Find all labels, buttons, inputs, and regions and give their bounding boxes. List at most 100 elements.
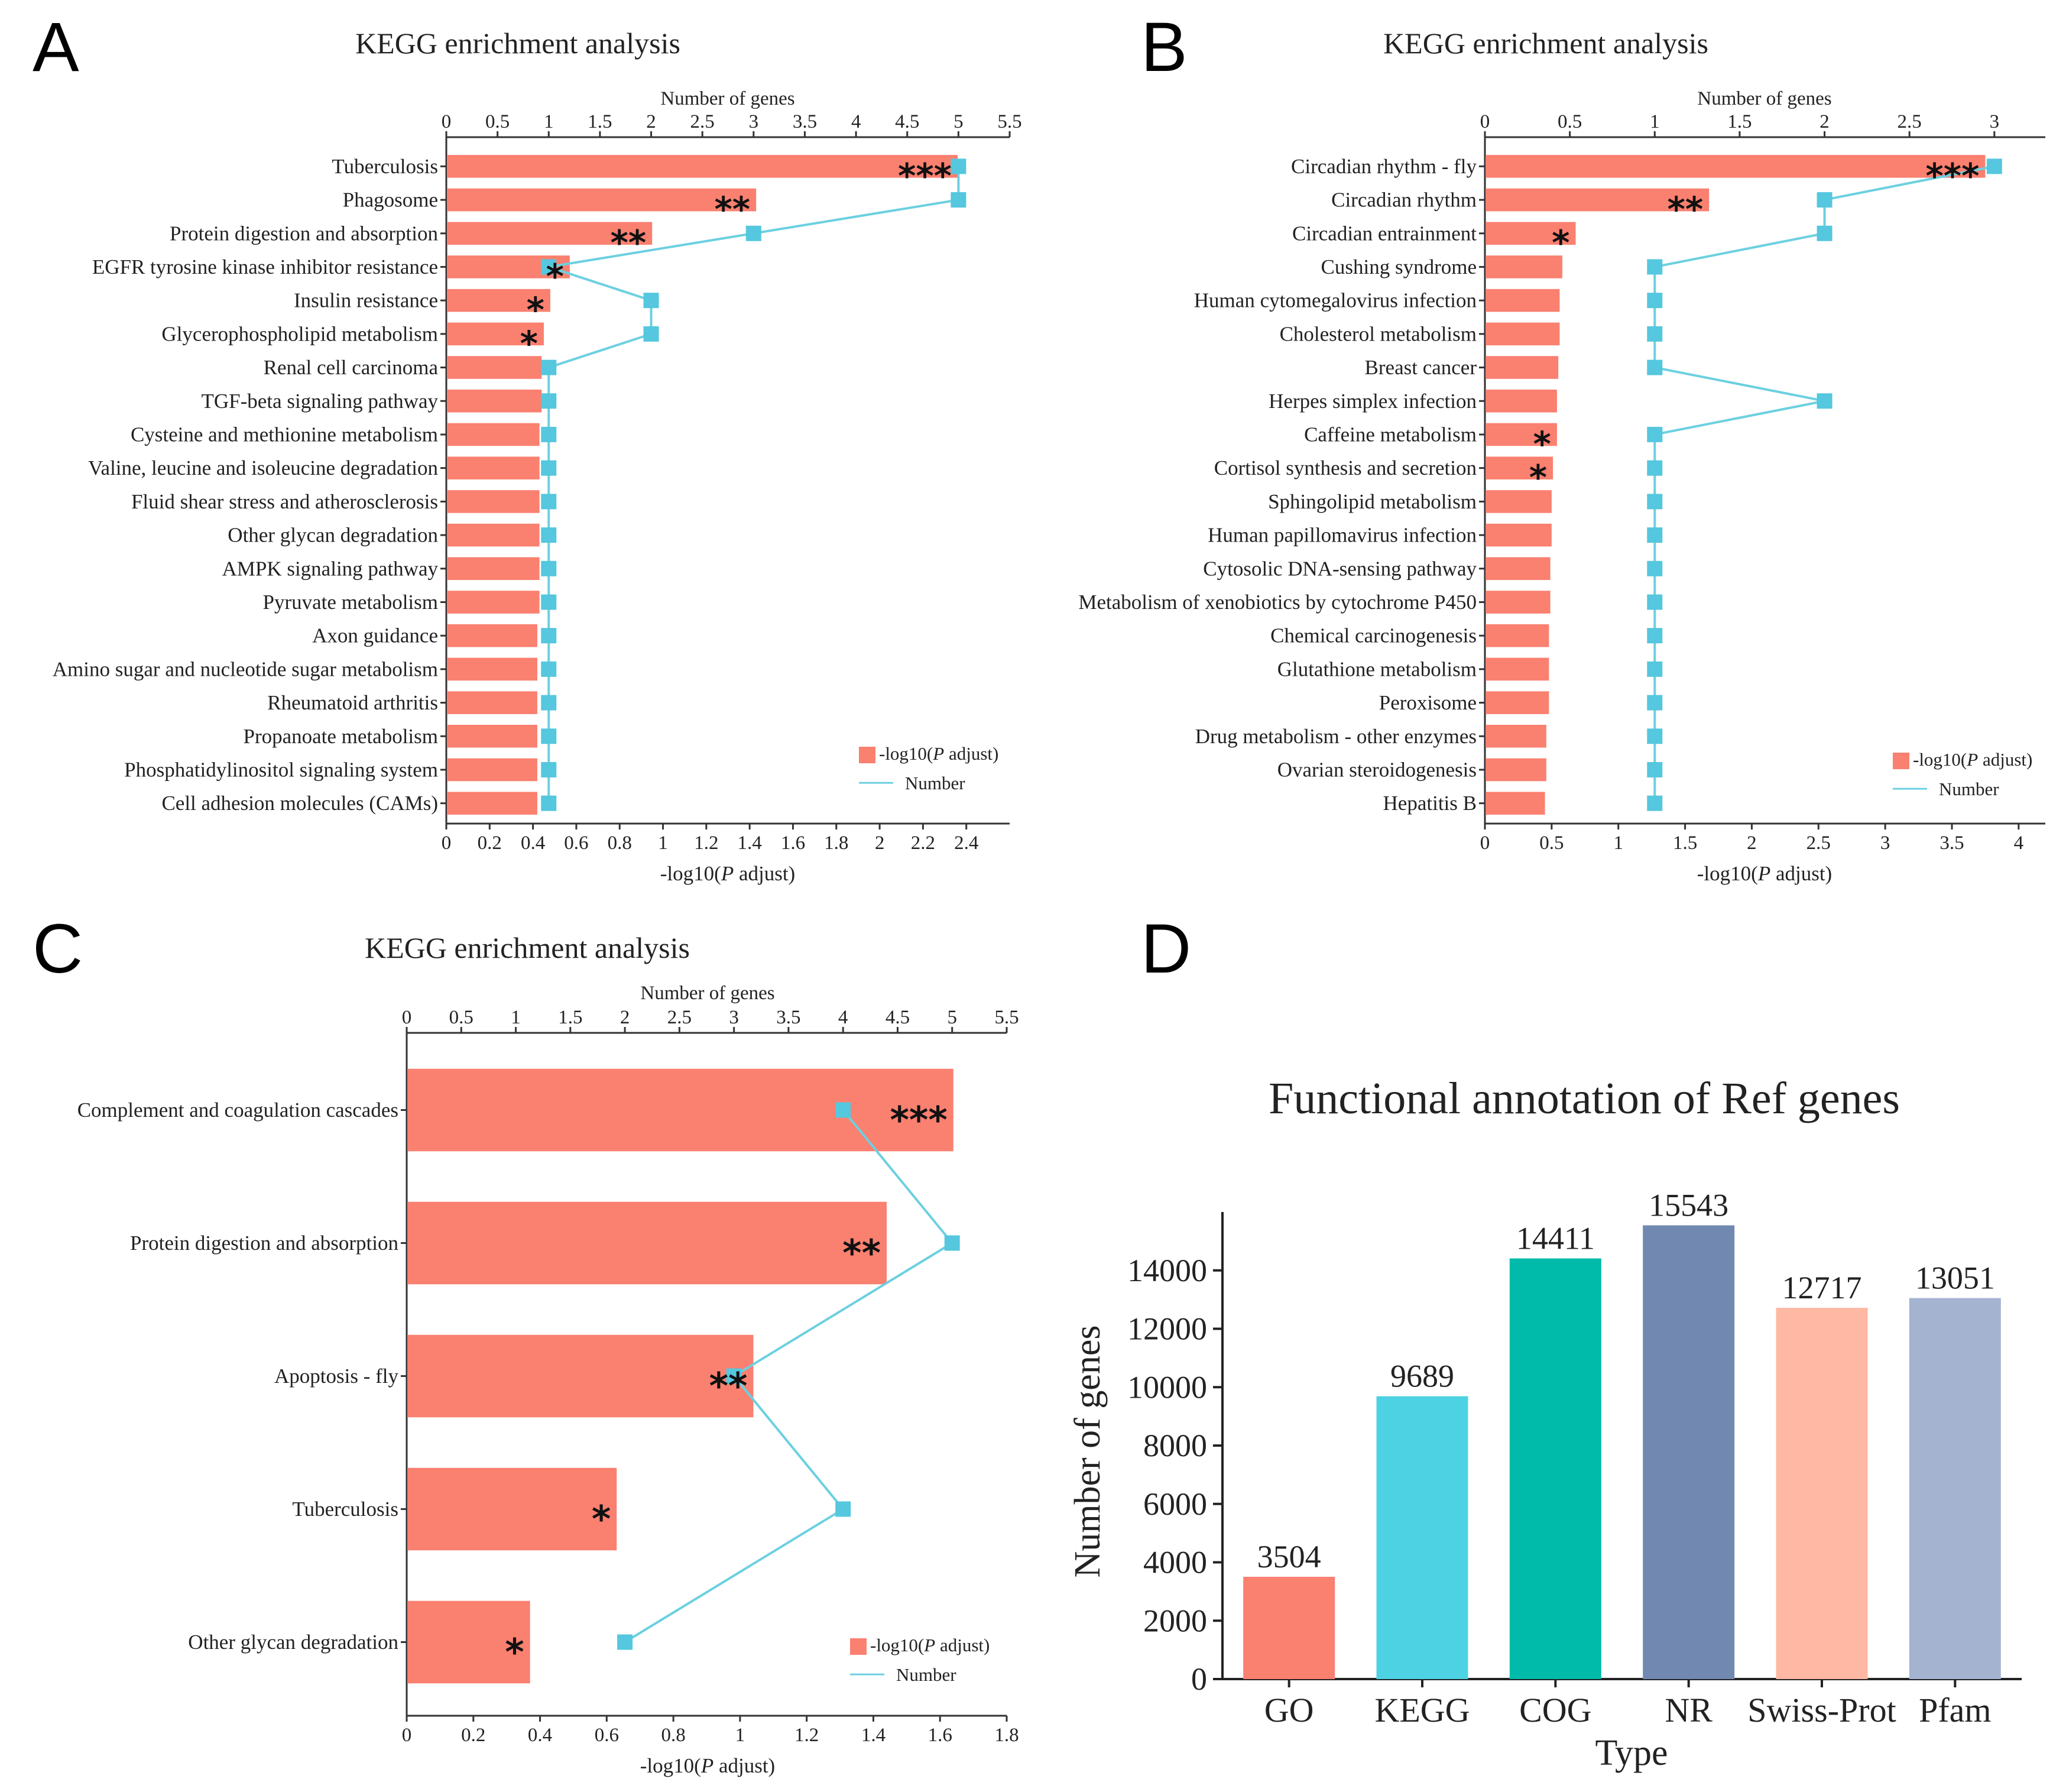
number-marker-drug-metabolism-other-enzymes: [1647, 728, 1663, 744]
top-tick-label: 3: [729, 1007, 739, 1028]
top-tick-label: 3: [749, 111, 759, 132]
significance-label: **: [1668, 189, 1704, 229]
x-axis-label: Type: [1595, 1733, 1668, 1773]
top-tick-label: 0: [1480, 111, 1490, 132]
chart-title: KEGG enrichment analysis: [365, 931, 690, 964]
category-label-glycerophospholipid-metabolism: Glycerophospholipid metabolism: [161, 322, 438, 345]
number-marker-renal-cell-carcinoma: [541, 359, 557, 375]
x-tick-label-swiss-prot: Swiss-Prot: [1747, 1691, 1896, 1729]
number-marker-tuberculosis: [951, 158, 966, 174]
number-marker-apoptosis-fly: [726, 1368, 742, 1384]
top-axis-label: Number of genes: [1697, 88, 1831, 109]
bottom-axis-label: -log10(P adjust): [640, 1754, 775, 1777]
chart-b: KEGG enrichment analysis Number of genes 0…: [1078, 27, 2045, 885]
y-tick-label: 2000: [1143, 1603, 1207, 1638]
significance-label: **: [611, 223, 647, 263]
top-tick-label: 5.5: [997, 111, 1021, 132]
bottom-axis-label: -log10(P adjust): [660, 862, 795, 885]
category-label-propanoate-metabolism: Propanoate metabolism: [243, 725, 438, 748]
top-tick-label: 4.5: [886, 1007, 910, 1028]
top-tick-label: 3.5: [776, 1007, 800, 1028]
top-axis-label: Number of genes: [640, 983, 774, 1004]
number-marker-protein-digestion-and-absorption: [745, 225, 761, 241]
significance-label: *: [505, 1631, 524, 1674]
bottom-tick-label: 2.2: [911, 832, 935, 854]
bar-phosphatidylinositol-signaling-system: [447, 758, 537, 782]
bottom-tick-label: 0: [442, 832, 452, 854]
bar-human-papillomavirus-infection: [1486, 523, 1552, 547]
category-label-cortisol-synthesis-and-secretion: Cortisol synthesis and secretion: [1214, 456, 1477, 479]
bottom-tick-label: 3: [1880, 832, 1890, 854]
bar-cholesterol-metabolism: [1486, 322, 1560, 346]
x-tick-label-cog: COG: [1519, 1691, 1591, 1729]
category-label-circadian-entrainment: Circadian entrainment: [1292, 222, 1477, 245]
top-tick-label: 2: [1819, 111, 1830, 132]
bottom-tick-label: 0.2: [478, 832, 502, 854]
legend-label-bar: -log10(P adjust): [879, 743, 998, 764]
category-label-caffeine-metabolism: Caffeine metabolism: [1304, 423, 1477, 446]
bar-glutathione-metabolism: [1486, 657, 1549, 681]
significance-label: **: [709, 1365, 748, 1408]
top-tick-label: 4.5: [895, 111, 919, 132]
chart-d: Functional annotation of Ref genes 0 2000 4…: [1068, 1074, 2022, 1773]
category-label-phosphatidylinositol-signaling-system: Phosphatidylinositol signaling system: [124, 759, 438, 782]
y-tick-label: 10000: [1127, 1369, 1207, 1405]
x-tick-label-kegg: KEGG: [1374, 1691, 1470, 1729]
bottom-tick-label: 2.5: [1806, 832, 1831, 854]
category-label-herpes-simplex-infection: Herpes simplex infection: [1269, 390, 1477, 413]
number-marker-glycerophospholipid-metabolism: [643, 326, 659, 342]
x-tick-label-pfam: Pfam: [1919, 1691, 1991, 1729]
top-tick-label: 0: [402, 1007, 412, 1028]
legend-swatch-bar: [1893, 753, 1909, 769]
value-label-nr: 15543: [1649, 1188, 1728, 1223]
bottom-tick-label: 1.5: [1673, 832, 1697, 854]
legend-label-line: Number: [896, 1664, 956, 1685]
y-tick-label: 14000: [1127, 1253, 1207, 1288]
category-label-protein-digestion-and-absorption: Protein digestion and absorption: [130, 1232, 398, 1255]
number-marker-chemical-carcinogenesis: [1647, 628, 1663, 644]
bottom-tick-label: 1.6: [781, 832, 805, 854]
number-marker-metabolism-of-xenobiotics-by-cytochrome-p450: [1647, 594, 1663, 610]
bar-drug-metabolism-other-enzymes: [1486, 724, 1546, 748]
bar-cortisol-synthesis-and-secretion: [1486, 456, 1553, 479]
significance-label: ***: [1925, 155, 1979, 196]
number-marker-tgf-beta-signaling-pathway: [541, 393, 557, 409]
category-label-tuberculosis: Tuberculosis: [292, 1498, 398, 1521]
bar-herpes-simplex-infection: [1486, 389, 1557, 413]
value-label-cog: 14411: [1516, 1220, 1595, 1256]
category-label-cytosolic-dna-sensing-pathway: Cytosolic DNA-sensing pathway: [1203, 557, 1477, 580]
number-marker-propanoate-metabolism: [541, 728, 557, 744]
top-tick-label: 0.5: [449, 1007, 473, 1028]
top-tick-label: 0.5: [1558, 111, 1582, 132]
bar-glycerophospholipid-metabolism: [447, 322, 544, 346]
category-label-breast-cancer: Breast cancer: [1365, 356, 1477, 379]
category-label-amino-sugar-and-nucleotide-sugar-metabolism: Amino sugar and nucleotide sugar metabol…: [53, 657, 438, 680]
top-tick-label: 2: [620, 1007, 630, 1028]
significance-label: *: [527, 290, 544, 330]
number-marker-rheumatoid-arthritis: [541, 695, 557, 711]
category-label-tuberculosis: Tuberculosis: [332, 155, 438, 178]
y-tick-label: 0: [1191, 1661, 1207, 1697]
top-tick-label: 0: [442, 111, 452, 132]
top-tick-label: 2.5: [667, 1007, 692, 1028]
legend-swatch-bar: [859, 747, 875, 763]
legend-label-bar: -log10(P adjust): [1913, 749, 2032, 770]
value-label-go: 3504: [1257, 1539, 1321, 1574]
bottom-tick-label: 0.4: [528, 1725, 552, 1746]
chart-c: KEGG enrichment analysis Number of genes 0…: [77, 931, 1019, 1777]
legend-label-line: Number: [1939, 779, 1999, 799]
category-label-rheumatoid-arthritis: Rheumatoid arthritis: [267, 691, 438, 714]
bottom-tick-label: 1: [1613, 832, 1623, 854]
significance-label: ***: [898, 155, 952, 196]
significance-label: **: [714, 189, 750, 229]
number-marker-circadian-entrainment: [1817, 225, 1833, 241]
chart-title: KEGG enrichment analysis: [1383, 27, 1708, 60]
bottom-tick-label: 1.4: [738, 832, 762, 854]
bar-cytosolic-dna-sensing-pathway: [1486, 557, 1551, 581]
number-marker-tuberculosis: [835, 1501, 851, 1517]
y-tick-label: 12000: [1127, 1311, 1207, 1347]
number-marker-peroxisome: [1647, 695, 1663, 711]
bottom-tick-label: 1.8: [994, 1725, 1019, 1746]
number-marker-caffeine-metabolism: [1647, 426, 1663, 442]
